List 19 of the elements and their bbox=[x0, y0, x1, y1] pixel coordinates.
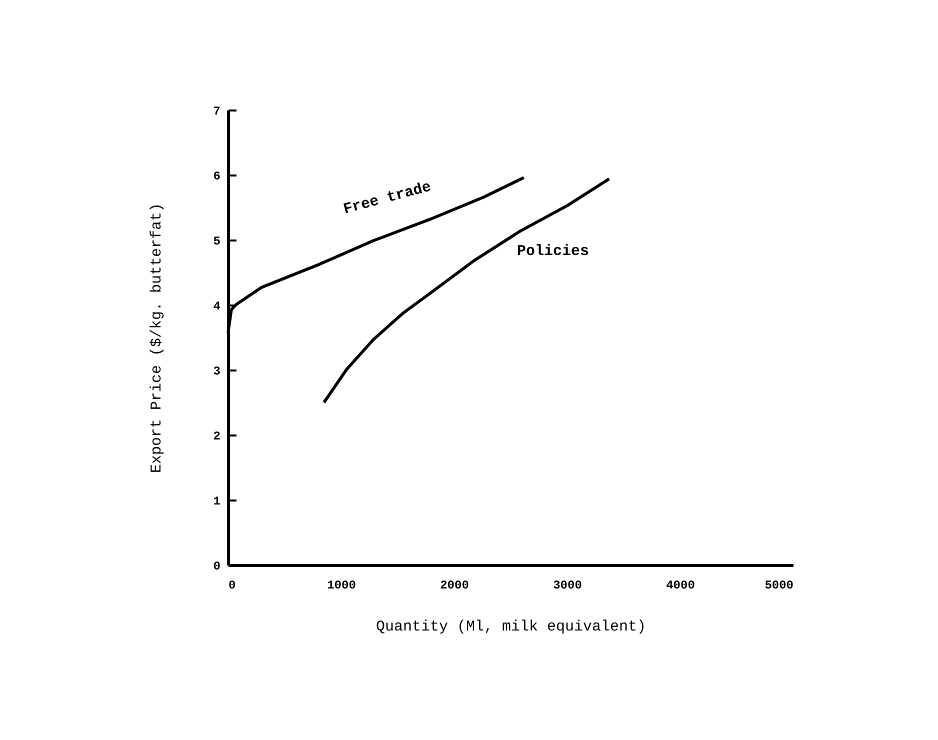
y-tick-label: 3 bbox=[213, 364, 220, 378]
annotation: Policies bbox=[516, 243, 590, 260]
annotation: Free trade bbox=[342, 178, 434, 218]
y-tick-label: 5 bbox=[213, 234, 220, 248]
x-tick-label: 3000 bbox=[553, 578, 582, 592]
x-tick-label: 2000 bbox=[440, 578, 469, 592]
y-tick-label: 6 bbox=[213, 170, 220, 184]
x-tick-label: 5000 bbox=[764, 578, 794, 592]
y-tick-label: 0 bbox=[213, 560, 220, 574]
x-axis-title: Quantity (Ml, milk equivalent) bbox=[376, 618, 646, 636]
y-tick-label: 1 bbox=[213, 494, 220, 508]
y-tick-label: 2 bbox=[213, 430, 220, 444]
x-tick-label: 1000 bbox=[327, 578, 356, 592]
y-axis-title: Export Price ($/kg. butterfat) bbox=[148, 202, 166, 474]
y-tick-label: 4 bbox=[213, 300, 220, 314]
line-series bbox=[322, 177, 611, 404]
y-tick-label: 7 bbox=[213, 104, 220, 118]
x-tick-label: 0 bbox=[228, 578, 236, 592]
x-tick-label: 4000 bbox=[666, 578, 695, 592]
